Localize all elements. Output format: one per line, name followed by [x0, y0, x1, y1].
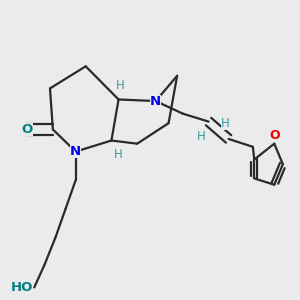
Text: O: O [22, 123, 33, 136]
Text: N: N [70, 145, 81, 158]
Text: HO: HO [11, 281, 33, 294]
Text: H: H [197, 130, 206, 143]
Text: H: H [116, 79, 124, 92]
Text: H: H [221, 117, 230, 130]
Text: O: O [269, 129, 280, 142]
Text: N: N [150, 94, 161, 108]
Text: H: H [114, 148, 123, 161]
